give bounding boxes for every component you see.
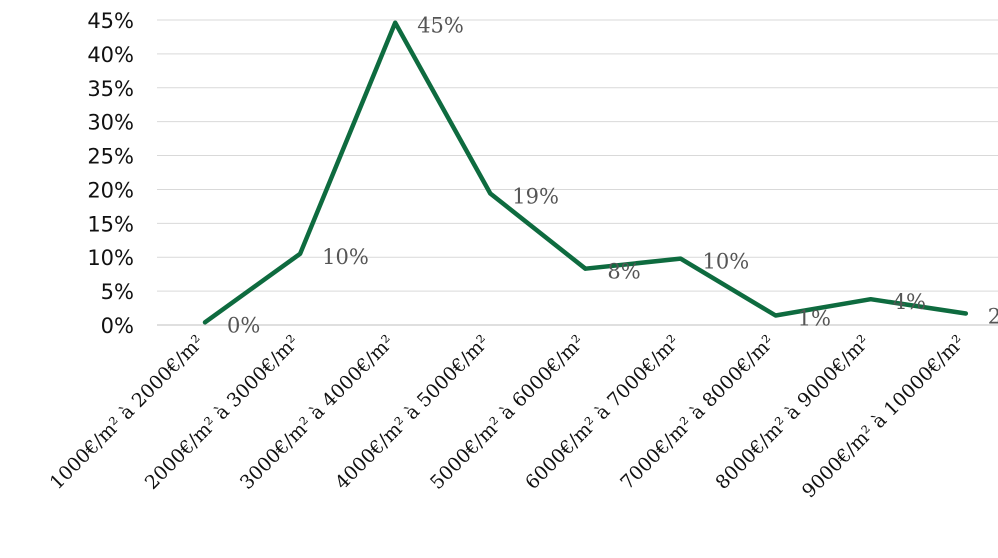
- data-label: 19%: [512, 185, 559, 209]
- y-tick-label: 25%: [87, 145, 134, 169]
- x-tick-label: 8000€/m² à 9000€/m²: [711, 331, 874, 494]
- data-label: 8%: [607, 260, 640, 284]
- x-tick-label: 2000€/m² à 3000€/m²: [141, 331, 304, 494]
- series-line: [202, 20, 969, 325]
- data-label: 4%: [893, 290, 926, 314]
- data-label: 2%: [988, 304, 998, 328]
- data-labels: 0% 10% 45% 19% 8% 10% 1% 4% 2%: [227, 14, 998, 338]
- x-tick-label: 6000€/m² à 7000€/m²: [521, 331, 684, 494]
- y-tick-label: 5%: [101, 280, 134, 304]
- series-line-layer: [202, 20, 969, 325]
- data-label: 10%: [322, 245, 369, 269]
- data-label: 0%: [227, 313, 260, 337]
- data-label: 1%: [798, 307, 831, 331]
- y-tick-label: 15%: [87, 212, 134, 236]
- x-tick-label: 9000€/m² à 10000€/m²: [798, 331, 969, 502]
- x-tick-label: 3000€/m² à 4000€/m²: [236, 331, 399, 494]
- x-tick-label: 5000€/m² à 6000€/m²: [426, 331, 589, 494]
- x-tick-label: 7000€/m² à 8000€/m²: [616, 331, 779, 494]
- x-tick-label: 1000€/m² à 2000€/m²: [46, 331, 209, 494]
- y-tick-label: 30%: [87, 111, 134, 135]
- gridlines: [157, 19, 998, 326]
- y-tick-label: 10%: [87, 246, 134, 270]
- y-axis-tick-labels: 0% 5% 10% 15% 20% 25% 30% 35% 40% 45%: [87, 9, 134, 338]
- y-tick-label: 35%: [87, 77, 134, 101]
- y-tick-label: 45%: [87, 9, 134, 33]
- data-label: 10%: [703, 250, 750, 274]
- y-tick-label: 40%: [87, 43, 134, 67]
- y-tick-label: 0%: [101, 314, 134, 338]
- x-tick-label: 4000€/m² à 5000€/m²: [331, 331, 494, 494]
- data-label: 45%: [417, 14, 464, 38]
- y-tick-label: 20%: [87, 178, 134, 202]
